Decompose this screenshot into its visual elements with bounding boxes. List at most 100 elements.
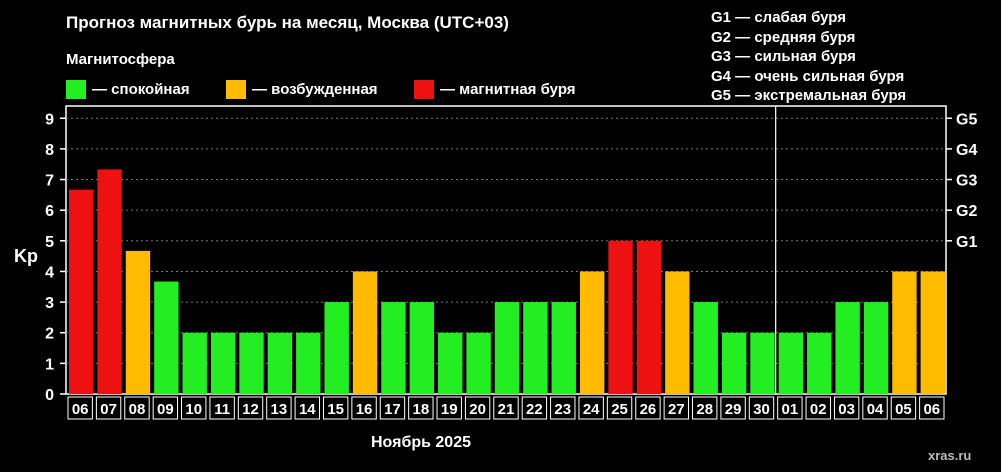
x-tick-label: 03 [838,401,855,418]
legend-item-quiet: — спокойная [66,78,190,100]
bar-11 [210,332,236,394]
bar-15 [324,302,349,394]
bar-23 [551,302,576,394]
x-tick-label: 26 [640,401,657,418]
y-axis-label: Kp [14,246,38,266]
bar-06 [920,271,945,394]
bar-21 [494,302,520,394]
x-tick-box [408,396,434,420]
x-tick-label: 10 [185,401,202,418]
x-tick-label: 15 [327,401,344,418]
x-tick-label: 16 [356,401,373,418]
bar-25 [608,240,633,394]
bar-16 [352,271,378,394]
g-tick-label: G3 [956,173,977,190]
x-tick-box [294,396,320,420]
x-tick-box [748,396,775,420]
x-tick-box [464,396,491,420]
x-axis-label: Ноябрь 2025 [371,434,471,451]
x-tick-box [635,396,661,420]
x-tick-label: 19 [441,401,458,418]
bar-26 [636,240,662,394]
bar-13 [267,332,293,394]
y-tick-label: 3 [45,295,54,312]
x-tick-label: 30 [753,401,770,418]
x-tick-label: 22 [526,401,543,418]
legend-swatch-storm [414,79,434,99]
x-tick-box [379,396,406,420]
x-tick-box [436,396,462,420]
y-tick-label: 0 [45,387,54,404]
x-tick-box [663,396,690,420]
x-tick-box [266,396,292,420]
x-tick-label: 23 [554,401,571,418]
x-tick-box [237,396,264,420]
y-tick-label: 5 [45,234,54,251]
bar-05 [892,271,917,394]
legend-item-active: — возбужденная [226,78,378,100]
bar-29 [721,332,747,394]
y-tick-label: 6 [45,203,54,220]
x-tick-label: 09 [157,401,174,418]
x-tick-label: 29 [725,401,742,418]
x-tick-box [521,396,548,420]
y-tick-label: 1 [45,356,54,373]
x-tick-box [550,396,576,420]
x-tick-box [322,396,349,420]
x-tick-box [67,396,93,420]
g-scale-g2: G2 — средняя буря [711,28,856,46]
x-tick-label: 17 [384,401,401,418]
x-tick-box [95,396,122,420]
x-tick-box [578,396,604,420]
y-tick-label: 8 [45,142,54,159]
bar-01 [778,332,804,394]
bar-02 [807,332,832,394]
x-tick-box [890,396,917,420]
bar-08 [125,250,151,394]
legend-swatch-quiet [66,79,86,99]
x-tick-label: 28 [696,401,713,418]
x-tick-box [606,396,633,420]
x-tick-box [209,396,235,420]
legend-label-quiet: — спокойная [92,80,190,98]
bar-04 [863,302,889,394]
x-tick-box [351,396,377,420]
bar-22 [523,302,548,394]
bar-12 [239,332,264,394]
x-tick-box [805,396,831,420]
bar-09 [154,281,179,394]
section-label: Магнитосфера [66,51,175,68]
bar-07 [97,169,122,394]
x-tick-box [833,396,860,420]
x-tick-box [919,396,945,420]
legend-label-active: — возбужденная [252,80,378,98]
x-tick-label: 06 [72,401,89,418]
x-tick-box [124,396,150,420]
y-tick-label: 2 [45,326,54,343]
x-tick-box [181,396,207,420]
bar-17 [381,302,406,394]
x-tick-label: 14 [299,401,316,418]
x-tick-label: 11 [214,401,230,418]
g-tick-label: G2 [956,203,977,220]
legend-swatch-active [226,79,246,99]
bar-14 [296,332,321,394]
bar-27 [665,271,690,394]
watermark: xras.ru [928,448,972,463]
x-tick-label: 27 [668,401,685,418]
x-tick-label: 06 [923,401,940,418]
g-scale-g5: G5 — экстремальная буря [711,87,907,104]
bar-03 [835,302,860,394]
g-scale-g4: G4 — очень сильная буря [711,67,905,85]
bar-24 [579,271,605,394]
g-tick-label: G4 [956,142,977,159]
bar-18 [409,302,435,394]
y-tick-label: 9 [45,111,54,128]
legend-item-storm: — магнитная буря [414,78,576,100]
chart-title: Прогноз магнитных бурь на месяц, Москва … [66,13,509,32]
g-scale-g1: G1 — слабая буря [711,9,847,26]
legend-label-storm: — магнитная буря [440,80,576,98]
x-tick-label: 01 [782,401,799,418]
bar-30 [750,332,775,394]
g-tick-label: G5 [956,111,977,128]
